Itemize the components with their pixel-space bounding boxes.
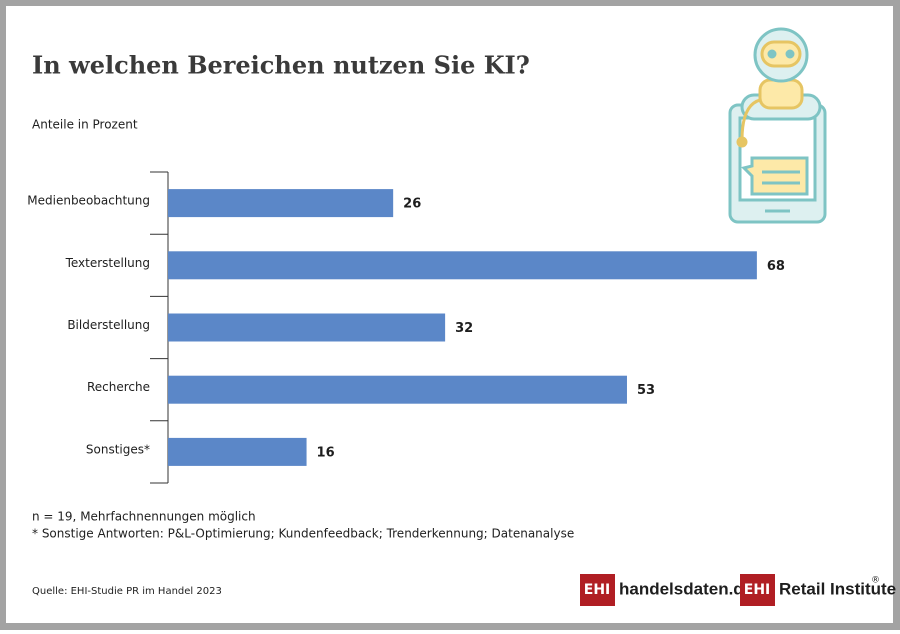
note: n = 19, Mehrfachnennungen möglich	[32, 510, 256, 524]
bar	[168, 437, 307, 466]
note: * Sonstige Antworten: P&L-Optimierung; K…	[32, 527, 574, 541]
value-label: 32	[455, 321, 473, 336]
value-label: 16	[317, 445, 335, 460]
value-label: 26	[403, 197, 421, 212]
y-tick-label: Medienbeobachtung	[27, 194, 150, 208]
y-tick-label: Bilderstellung	[67, 318, 150, 332]
logo-mark: EHI	[584, 582, 611, 598]
subtitle: Anteile in Prozent	[32, 118, 138, 132]
value-label: 68	[767, 259, 785, 274]
robot-icon	[728, 27, 827, 224]
bar	[168, 189, 394, 218]
logo-text: Retail Institute	[779, 579, 896, 598]
logo-sup: ®	[871, 576, 880, 586]
bar	[168, 313, 446, 342]
value-label: 53	[637, 383, 655, 398]
bar	[168, 375, 627, 404]
logo-box	[740, 574, 775, 606]
chart-title: In welchen Bereichen nutzen Sie KI?	[32, 51, 530, 80]
y-tick-label: Texterstellung	[65, 256, 150, 270]
y-tick-label: Recherche	[87, 380, 150, 394]
y-tick-label: Sonstiges*	[86, 442, 150, 456]
logo-text: handelsdaten.de	[619, 579, 753, 598]
logo-box	[580, 574, 615, 606]
bar	[168, 251, 757, 280]
logo-mark: EHI	[744, 582, 771, 598]
source: Quelle: EHI-Studie PR im Handel 2023	[32, 586, 222, 597]
